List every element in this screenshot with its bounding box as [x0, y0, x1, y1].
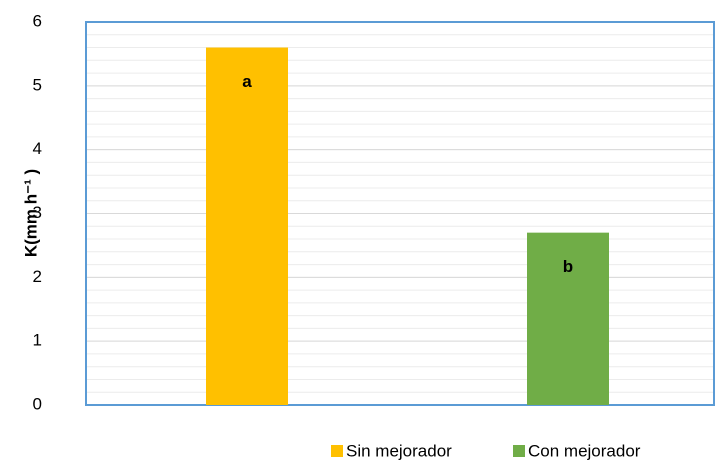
bar [527, 232, 609, 405]
legend-swatch [331, 445, 343, 457]
plot-frame [85, 21, 715, 406]
y-axis-label: K(mm h⁻¹ ) [21, 169, 40, 257]
y-tick-label: 0 [33, 394, 42, 413]
legend-swatch [513, 445, 525, 457]
y-tick-label: 6 [33, 11, 42, 30]
y-tick-label: 5 [33, 75, 42, 94]
y-tick-label: 2 [33, 267, 42, 286]
bar [206, 47, 288, 406]
legend-label: Con mejorador [528, 441, 641, 460]
y-tick-label: 4 [33, 139, 42, 158]
legend-label: Sin mejorador [346, 441, 452, 460]
y-tick-label: 3 [33, 203, 42, 222]
bar-annotation: a [242, 72, 252, 91]
y-tick-label: 1 [33, 331, 42, 350]
bar-annotation: b [563, 257, 573, 276]
